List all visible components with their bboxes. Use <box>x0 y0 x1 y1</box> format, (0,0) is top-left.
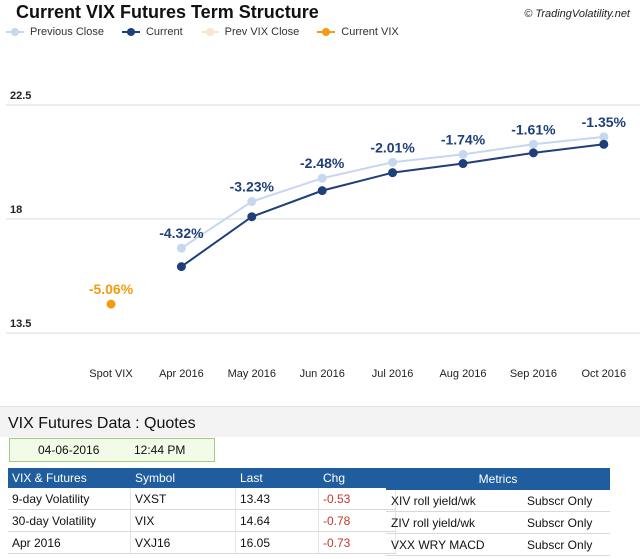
row-symbol: VIX <box>130 509 236 532</box>
x-tick-label: Jun 2016 <box>300 368 345 380</box>
row-symbol: VXJ16 <box>130 531 236 554</box>
data-label: -1.61% <box>511 121 556 137</box>
timestamp-box: 04-06-2016 12:44 PM <box>9 438 215 462</box>
row-name: 9-day Volatility <box>8 488 131 510</box>
column-header-symbol[interactable]: Symbol <box>130 468 236 488</box>
legend-item-current-vix[interactable]: Current VIX <box>317 26 399 38</box>
x-tick-label: May 2016 <box>228 368 276 380</box>
legend-swatch-icon <box>200 27 219 37</box>
quotes-panel-title: VIX Futures Data : Quotes <box>8 415 196 432</box>
data-point <box>528 148 538 158</box>
data-point <box>388 168 398 178</box>
row-last: 16.05 <box>235 531 319 554</box>
column-header-name[interactable]: VIX & Futures <box>8 468 131 488</box>
row-name: Apr 2016 <box>8 531 131 554</box>
row-chg: -0.53 <box>318 488 396 510</box>
metric-row[interactable]: XIV roll yield/wk Subscr Only <box>386 490 610 512</box>
data-point <box>176 243 186 253</box>
data-point <box>528 139 538 149</box>
chart-title: Current VIX Futures Term Structure <box>16 2 319 22</box>
quotes-table-header: VIX & Futures Symbol Last Chg <box>8 468 396 488</box>
y-tick-label: 22.5 <box>10 90 31 102</box>
row-chg: -0.73 <box>318 531 396 554</box>
data-label: -4.32% <box>159 225 204 241</box>
metric-label: VXX WRY MACD <box>386 533 522 556</box>
data-point <box>247 212 257 222</box>
row-last: 14.64 <box>235 509 319 532</box>
chart-plot: 13.5 18 22.5 Spot VIX Apr 2016 May 2016 Jun 20… <box>6 90 640 380</box>
table-row[interactable]: 30-day Volatility VIX 14.64 -0.78 <box>8 509 396 532</box>
x-tick-label: Jul 2016 <box>372 368 414 380</box>
data-label: -2.48% <box>300 155 345 171</box>
data-point <box>317 173 327 183</box>
x-tick-label: Sep 2016 <box>510 368 557 380</box>
legend-item-current[interactable]: Current <box>121 26 183 38</box>
legend-label: Current <box>145 26 183 38</box>
data-label: -5.06% <box>89 281 134 297</box>
x-tick-label: Apr 2016 <box>159 368 204 380</box>
metric-value: Subscr Only <box>522 533 610 556</box>
data-point <box>458 159 468 169</box>
legend: Previous Close Current Prev VIX Close Cu… <box>6 24 417 40</box>
y-tick-label: 18 <box>10 204 22 216</box>
chart-area: Current VIX Futures Term Structure © Tra… <box>6 2 640 380</box>
x-tick-label: Oct 2016 <box>581 368 626 380</box>
data-point <box>247 197 257 207</box>
data-point <box>317 186 327 196</box>
legend-swatch-icon <box>6 27 24 37</box>
metric-row[interactable]: VXX WRY MACD Subscr Only <box>386 533 610 556</box>
x-tick-label: Spot VIX <box>89 368 133 380</box>
quotes-panel-header: VIX Futures Data : Quotes <box>0 406 640 437</box>
row-name: 30-day Volatility <box>8 509 131 532</box>
legend-label: Current VIX <box>341 26 399 38</box>
data-point <box>106 299 116 309</box>
metrics-header: Metrics <box>386 468 610 490</box>
table-row[interactable]: 9-day Volatility VXST 13.43 -0.53 <box>8 488 396 510</box>
data-label: -1.74% <box>441 131 486 147</box>
metric-value: Subscr Only <box>522 511 610 534</box>
column-header-chg[interactable]: Chg <box>318 468 396 488</box>
metrics-table: Metrics XIV roll yield/wk Subscr Only ZI… <box>386 468 610 556</box>
legend-label: Previous Close <box>30 26 104 38</box>
credit-text: © TradingVolatility.net <box>524 8 630 20</box>
data-label: -1.35% <box>582 114 627 130</box>
quotes-table: VIX & Futures Symbol Last Chg 9-day Vola… <box>8 468 396 554</box>
data-point <box>599 139 609 149</box>
legend-item-prev-vix-close[interactable]: Prev VIX Close <box>200 26 300 38</box>
quote-time: 12:44 PM <box>134 443 186 457</box>
data-label: -2.01% <box>370 139 415 155</box>
legend-label: Prev VIX Close <box>224 26 300 38</box>
metric-label: XIV roll yield/wk <box>386 490 522 512</box>
table-row[interactable]: Apr 2016 VXJ16 16.05 -0.73 <box>8 531 396 554</box>
data-point <box>599 132 609 142</box>
row-symbol: VXST <box>130 488 236 510</box>
data-label: -3.23% <box>230 179 275 195</box>
column-header-last[interactable]: Last <box>235 468 319 488</box>
quotes-panel: VIX Futures Data : Quotes 04-06-2016 12:… <box>0 406 640 559</box>
y-tick-label: 13.5 <box>10 318 31 330</box>
legend-swatch-icon <box>121 27 140 37</box>
x-tick-label: Aug 2016 <box>439 368 486 380</box>
metric-value: Subscr Only <box>522 490 610 512</box>
row-last: 13.43 <box>235 488 319 510</box>
metric-row[interactable]: ZIV roll yield/wk Subscr Only <box>386 511 610 534</box>
quote-date: 04-06-2016 <box>38 443 100 457</box>
data-point <box>388 157 398 167</box>
metric-label: ZIV roll yield/wk <box>386 511 522 534</box>
legend-item-previous-close[interactable]: Previous Close <box>6 26 104 38</box>
data-point <box>458 149 468 159</box>
row-chg: -0.78 <box>318 509 396 532</box>
data-point <box>176 262 186 272</box>
legend-swatch-icon <box>317 27 336 37</box>
